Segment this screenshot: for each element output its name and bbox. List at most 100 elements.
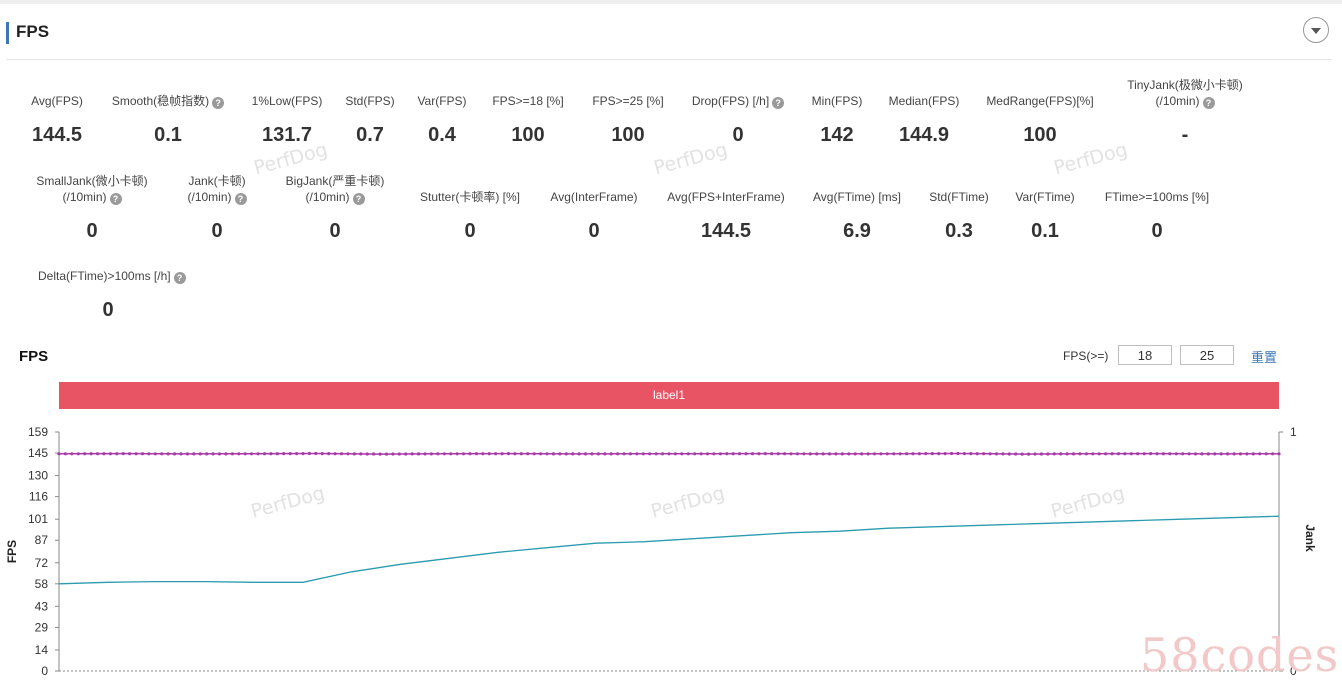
metric-label-text: 1%Low(FPS) [251, 94, 323, 108]
help-icon[interactable]: ? [1202, 97, 1215, 109]
metric-label-text: Var(FTime) [1015, 190, 1075, 204]
series-point [494, 452, 498, 456]
metric-label: Min(FPS) [767, 93, 907, 109]
y2-tick-label: 1 [1290, 425, 1297, 439]
metric-label-text: Median(FPS) [888, 94, 960, 108]
y-tick-label: 145 [28, 446, 48, 460]
series-point [808, 452, 812, 456]
label-band[interactable]: label1 [59, 382, 1279, 409]
fps-chart[interactable]: 159 145 130 116 101 87 72 58 43 29 14 0 1 0 FPS Jank Per… [0, 420, 1342, 684]
metric-label: Std(FPS) [300, 93, 440, 109]
series-point [140, 452, 145, 456]
series-point [1213, 452, 1217, 456]
y-tick-label: 72 [35, 556, 49, 570]
series-point [712, 452, 716, 456]
series-point [404, 452, 408, 456]
metric-std-fps: Std(FPS) 0.7 [300, 93, 440, 150]
series-point [1168, 452, 1172, 456]
metric-label-text: Avg(InterFrame) [550, 190, 638, 204]
metric-ftime-100ms: FTime>=100ms [%] 0 [1087, 189, 1227, 246]
series-point [95, 452, 100, 456]
series-point [295, 452, 299, 456]
series-point [519, 452, 523, 456]
series-point [1264, 452, 1268, 456]
series-point [975, 452, 979, 456]
series-point [333, 452, 337, 456]
collapse-chevron-icon[interactable] [1303, 17, 1329, 43]
series-point [372, 452, 376, 456]
series-point [256, 452, 260, 456]
metric-value: 131.7 [261, 124, 313, 146]
metric-label: MedRange(FPS)[%] [970, 93, 1110, 109]
series-line-1 [58, 515, 1280, 585]
help-icon[interactable]: ? [109, 193, 122, 205]
series-point [757, 452, 761, 456]
chart-title: FPS [19, 348, 49, 365]
metric-value: 0 [102, 299, 114, 321]
series-point [590, 452, 594, 456]
series-point [461, 452, 466, 456]
series-point [1052, 452, 1056, 456]
series-point [250, 452, 254, 456]
series-point [423, 452, 427, 456]
series-point [648, 452, 652, 456]
series-point [1181, 452, 1185, 456]
series-point [339, 452, 344, 456]
series-point [725, 452, 729, 456]
series-point [1027, 452, 1031, 456]
metric-label: FPS>=18 [%] [458, 93, 598, 109]
series-point [1200, 452, 1204, 456]
y2-axis-title: Jank [1303, 524, 1317, 552]
series-point [1251, 452, 1255, 456]
y-axis-title: FPS [5, 540, 19, 563]
series-point [160, 452, 164, 456]
series-point [1059, 452, 1063, 456]
series-point [346, 452, 350, 456]
series-point [956, 451, 960, 456]
metric-label-unit: (/10min)? [1115, 93, 1255, 109]
metric-label: Avg(FPS+InterFrame) [656, 189, 796, 205]
metric-label: Var(FTime) [975, 189, 1115, 205]
help-icon[interactable]: ? [352, 193, 365, 205]
y-tick-label: 116 [29, 490, 48, 504]
reset-button[interactable]: 重置 [1251, 350, 1278, 365]
help-icon[interactable]: ? [212, 97, 225, 109]
fps-threshold-input-1[interactable] [1118, 345, 1172, 365]
fps-threshold-input-2[interactable] [1180, 345, 1234, 365]
help-icon[interactable]: ? [772, 97, 785, 109]
series-point [1020, 452, 1024, 456]
series-point [83, 452, 87, 456]
help-icon[interactable]: ? [173, 272, 186, 284]
series-point [243, 452, 247, 456]
series-point [994, 452, 999, 456]
series-point [1245, 452, 1249, 456]
metric-label: FPS>=25 [%] [558, 93, 698, 109]
series-point [815, 452, 819, 456]
series-point [455, 452, 459, 456]
help-icon[interactable]: ? [234, 193, 247, 205]
metric-unit-text: (/10min) [1155, 94, 1200, 108]
metric-label-unit: (/10min)? [22, 189, 162, 205]
series-point [417, 452, 421, 456]
series-point [237, 452, 241, 456]
series-point [731, 452, 735, 456]
metric-value: 0 [464, 220, 476, 242]
metric-label: BigJank(严重卡顿) [265, 173, 405, 189]
series-point [1065, 452, 1069, 456]
series-point [1232, 452, 1236, 456]
site-watermark: 58codes [1140, 628, 1340, 682]
metric-label-unit: (/10min)? [265, 189, 405, 205]
series-point [1007, 452, 1011, 456]
metric-label-text: Avg(FPS) [31, 94, 83, 108]
series-point [532, 452, 536, 456]
metric-label: Std(FTime) [889, 189, 1029, 205]
metric-value: 0.3 [945, 220, 973, 242]
metric-drop-fps-h: Drop(FPS) [/h]? 0 [668, 93, 808, 150]
metric-label-text: Std(FTime) [929, 190, 989, 204]
metric-value: - [1181, 124, 1189, 146]
series-point [872, 452, 877, 456]
series-point [1097, 452, 1101, 456]
metric-unit-text: (/10min) [187, 190, 232, 204]
metric-label-text: Avg(FTime) [ms] [812, 190, 901, 204]
series-point [937, 452, 941, 456]
